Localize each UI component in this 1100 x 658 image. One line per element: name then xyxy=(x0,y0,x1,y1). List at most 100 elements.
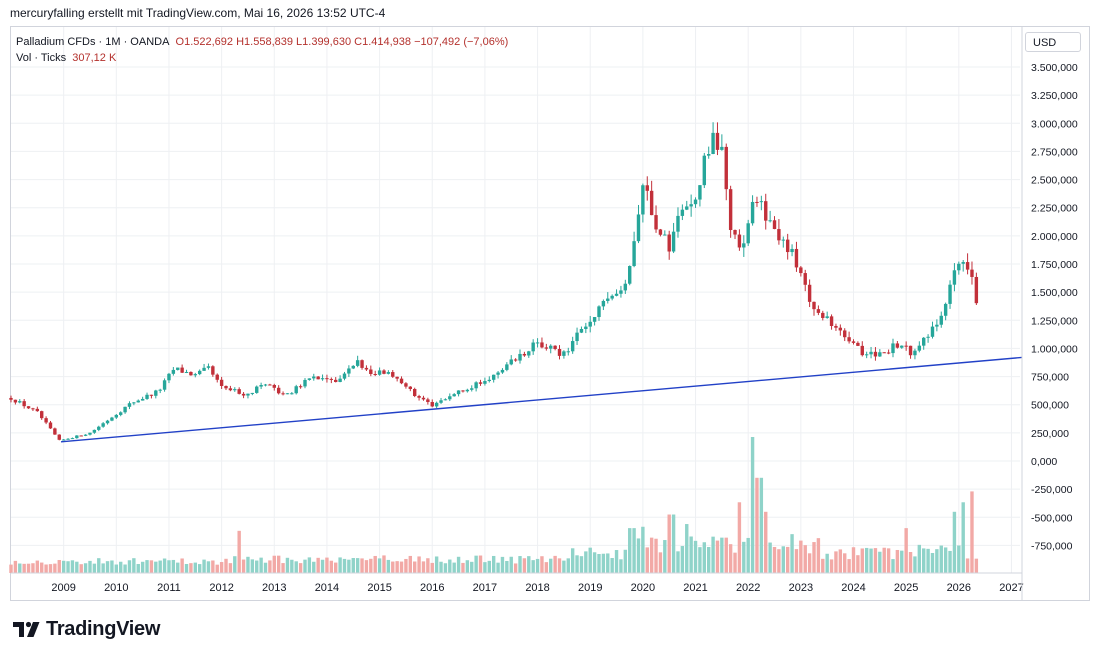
candle-body xyxy=(667,234,671,252)
volume-bar xyxy=(127,560,132,573)
x-tick-label: 2013 xyxy=(262,582,286,594)
candle-body xyxy=(377,370,382,375)
candle-body xyxy=(237,389,241,394)
volume-bar xyxy=(40,562,44,573)
candle-body xyxy=(334,379,338,382)
candle-body xyxy=(948,284,952,304)
candle-body xyxy=(259,384,263,387)
candle-body xyxy=(715,132,720,150)
volume-bar xyxy=(83,563,88,573)
x-tick-label: 2025 xyxy=(894,582,918,594)
volume-bar xyxy=(926,548,930,573)
volume-bar xyxy=(570,548,575,573)
candle-body xyxy=(557,348,562,356)
volume-bar xyxy=(566,558,570,573)
volume-bar xyxy=(303,559,307,573)
volume-bar xyxy=(417,556,421,573)
candle-body xyxy=(294,386,298,394)
candle-body xyxy=(312,376,316,379)
volume-bar xyxy=(13,560,18,573)
tradingview-logo[interactable]: TradingView xyxy=(12,617,160,643)
x-tick-label: 2023 xyxy=(789,582,813,594)
volume-bar xyxy=(316,557,320,573)
volume-bar xyxy=(917,544,922,573)
volume-bar xyxy=(685,524,689,573)
y-tick-label: -250,000 xyxy=(1031,484,1073,496)
volume-bar xyxy=(755,477,759,573)
candle-body xyxy=(92,429,97,433)
x-tick-label: 2021 xyxy=(683,582,707,594)
volume-bar xyxy=(132,558,136,573)
candle-body xyxy=(816,309,821,313)
volume-bar xyxy=(404,558,408,573)
volume-bar xyxy=(834,551,838,573)
candle-body xyxy=(303,379,307,387)
candle-body xyxy=(496,372,500,375)
candle-body xyxy=(685,206,689,210)
candle-body xyxy=(619,290,623,294)
y-tick-label: 2.000,000 xyxy=(1031,231,1078,243)
volume-bar xyxy=(206,561,211,573)
volume-bar xyxy=(698,547,702,573)
volume-bar xyxy=(259,557,263,573)
candle-body xyxy=(974,276,979,304)
volume-bar xyxy=(448,559,452,573)
candle-body xyxy=(702,155,707,186)
candle-body xyxy=(807,284,812,302)
volume-bar xyxy=(373,555,377,573)
candle-body xyxy=(518,353,522,361)
candle-body xyxy=(535,342,540,344)
y-tick-label: 1.750,000 xyxy=(1031,259,1078,271)
candle-body xyxy=(623,283,628,291)
volume-bar xyxy=(632,528,636,573)
x-tick-label: 2017 xyxy=(473,582,497,594)
volume-bar xyxy=(237,530,241,573)
candle-body xyxy=(592,317,597,322)
volume-bar xyxy=(750,437,755,573)
y-tick-label: 2.500,000 xyxy=(1031,175,1078,187)
volume-bar xyxy=(241,559,246,573)
candle-body xyxy=(540,342,544,348)
chart-frame[interactable] xyxy=(10,26,1090,601)
volume-bar xyxy=(399,561,404,573)
volume-bar xyxy=(184,563,189,573)
symbol-label: Palladium CFDs · 1M · OANDA xyxy=(16,36,170,48)
volume-bar xyxy=(320,559,325,573)
volume-bar xyxy=(215,564,219,573)
x-tick-label: 2019 xyxy=(578,582,602,594)
support-trendline[interactable] xyxy=(60,356,1023,443)
volume-bar xyxy=(597,553,601,573)
candle-body xyxy=(829,316,834,326)
candle-body xyxy=(281,393,285,395)
volume-bar xyxy=(355,558,360,573)
volume-bar xyxy=(829,559,834,573)
candle-body xyxy=(549,345,553,349)
volume-bar xyxy=(434,556,439,573)
candle-body xyxy=(22,401,26,407)
candle-body xyxy=(777,229,781,241)
volume-bar xyxy=(421,561,426,573)
candle-body xyxy=(961,262,965,264)
y-tick-label: 750,000 xyxy=(1031,372,1069,384)
volume-bar xyxy=(483,562,487,573)
volume-bar xyxy=(579,556,584,573)
candle-body xyxy=(728,189,733,231)
volume-bar xyxy=(202,559,206,573)
volume-bar xyxy=(746,537,750,573)
currency-button[interactable]: USD xyxy=(1025,32,1081,52)
volume-bar xyxy=(53,563,57,573)
candle-body xyxy=(101,423,105,427)
volume-bar xyxy=(197,564,202,573)
volume-value: 307,12 K xyxy=(72,52,117,64)
candle-body xyxy=(35,408,40,412)
candle-body xyxy=(610,295,614,299)
candle-body xyxy=(553,345,557,349)
volume-bar xyxy=(364,560,369,573)
candle-body xyxy=(189,371,193,376)
volume-bar xyxy=(649,537,654,573)
candle-body xyxy=(351,365,355,369)
volume-bar xyxy=(562,560,566,573)
candle-body xyxy=(799,267,803,274)
volume-bar xyxy=(724,537,728,573)
